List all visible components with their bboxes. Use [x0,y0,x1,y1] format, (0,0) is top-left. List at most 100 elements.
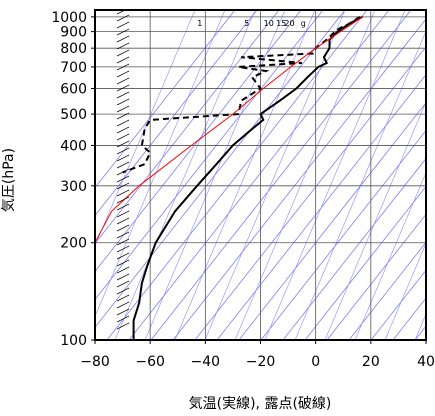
wind-barb [116,308,130,316]
wind-barb [116,301,130,309]
wind-barb [116,140,130,148]
guide-line [370,269,426,340]
wind-barb [116,126,130,134]
wind-barb [116,168,130,176]
wind-barb [116,273,130,281]
guide-line [95,10,280,245]
dewpoint-line [122,15,361,174]
wind-barb [116,119,130,127]
wind-barb [116,21,130,29]
guide-line [150,10,412,340]
x-tick-label: −20 [246,354,276,370]
x-axis-ticks: −80 −60 −40 −20 0 20 40 [80,340,435,370]
y-tick-label: 1000 [51,10,87,26]
guide-line [260,130,426,340]
wind-barb [116,56,130,64]
wind-barb [116,63,130,71]
wind-barb [116,49,130,57]
wind-barb [116,42,130,50]
wind-barb [116,91,130,99]
wind-barb [116,210,130,218]
wind-barb [116,154,130,162]
wind-barb [116,35,130,43]
y-tick-label: 200 [60,236,87,252]
guide-line [264,10,406,340]
wind-barb [116,203,130,211]
guide-line [95,10,302,273]
guide-line [384,242,426,340]
guide-line [95,10,324,300]
wind-barb [116,147,130,155]
wind-barb [116,70,130,78]
wind-barb [116,287,130,295]
wind-barbs [116,10,130,330]
x-axis-title: 気温(実線), 露点(破線) [189,396,332,412]
guide-line [348,241,426,340]
guide-line [95,10,196,247]
x-tick-label: −80 [80,354,110,370]
y-tick-label: 400 [60,138,87,154]
wind-barb [116,259,130,267]
grid-lines [95,10,426,340]
guide-line [238,102,426,340]
wind-barb [116,322,130,330]
guide-line [114,10,256,340]
guide-line [174,10,316,340]
wind-barb [116,175,130,183]
mixing-ratio-label: 1 [197,19,202,28]
wind-barb [116,224,130,232]
x-tick-label: 0 [311,354,320,370]
wind-barb [116,217,130,225]
y-tick-label: 500 [60,107,87,123]
background-lines [95,10,426,340]
wind-barb [116,266,130,274]
guide-line [95,10,258,217]
wind-barb [116,315,130,323]
wind-barb [116,231,130,239]
y-tick-label: 100 [60,333,87,349]
mixing-ratio-label: 20 [284,19,294,28]
temperature-line [132,15,364,340]
y-tick-label: 800 [60,41,87,57]
y-tick-label: 700 [60,60,87,76]
wind-barb [116,84,130,92]
x-tick-label: −60 [135,354,165,370]
mixing-ratio-label: 5 [244,19,249,28]
guide-line [326,213,426,340]
guide-line [194,46,426,340]
wind-barb [116,280,130,288]
wind-barb [116,98,130,106]
guide-line [282,157,426,340]
guide-line [106,10,368,340]
guide-line [234,10,376,340]
wind-barb [116,105,130,113]
wind-barb [116,14,130,22]
wind-barb [116,189,130,197]
wind-barb [116,196,130,204]
y-tick-label: 900 [60,25,87,41]
x-tick-label: −40 [191,354,221,370]
guide-line [172,18,426,340]
mixing-ratio-label: 15 [276,19,286,28]
wind-barb [116,182,130,190]
x-tick-label: 20 [362,354,380,370]
wind-barb [116,245,130,253]
y-tick-label: 300 [60,179,87,195]
wind-barb [116,161,130,169]
guide-line [128,10,390,340]
mixing-ratio-label: g [301,19,306,28]
wind-barb [116,238,130,246]
guide-line [95,10,236,189]
guide-line [294,30,426,340]
wind-barb [116,28,130,36]
wind-barb [116,133,130,141]
y-tick-label: 600 [60,82,87,98]
y-axis-title: 気圧(hPa) [1,148,17,212]
guide-line [324,101,426,340]
wind-barb [116,112,130,120]
wind-barb [116,294,130,302]
